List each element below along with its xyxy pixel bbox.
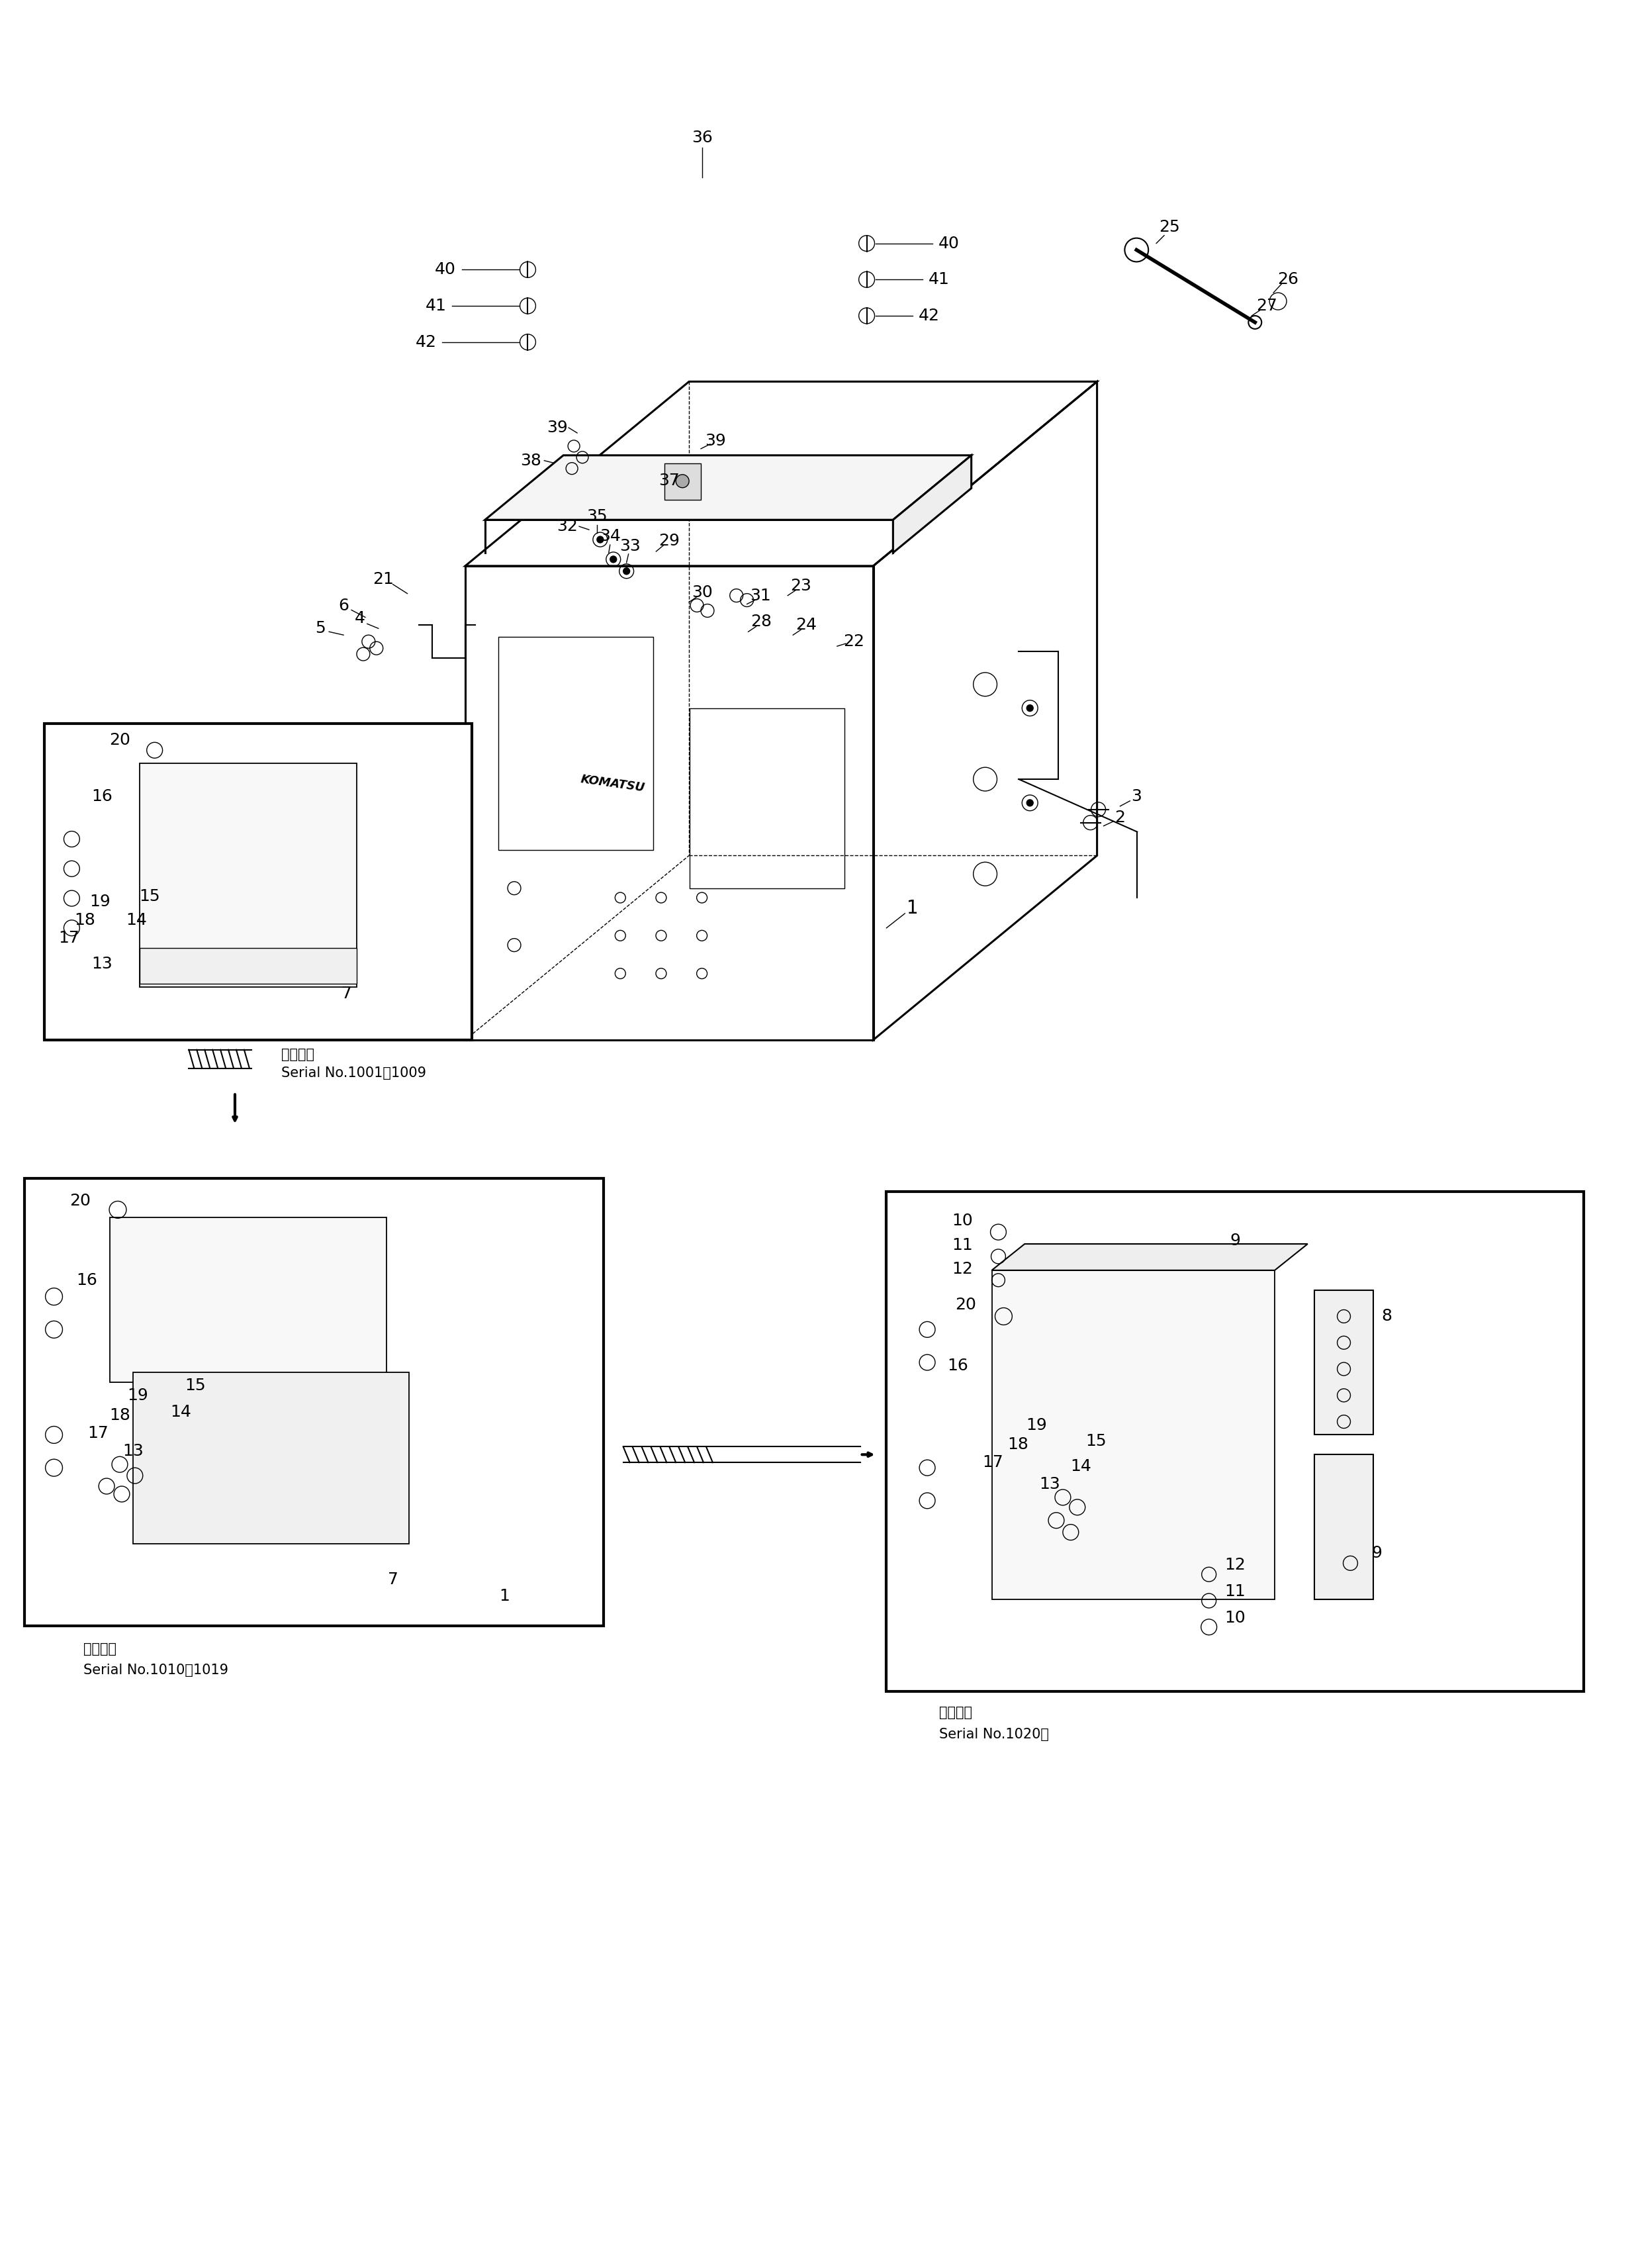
Text: 21: 21 xyxy=(372,572,393,587)
Text: 13: 13 xyxy=(123,1442,144,1458)
Text: 19: 19 xyxy=(1025,1418,1047,1433)
Text: KOMATSU: KOMATSU xyxy=(580,773,645,794)
Text: 16: 16 xyxy=(77,1272,97,1288)
Circle shape xyxy=(1027,705,1034,712)
Text: Serial No.1010～1019: Serial No.1010～1019 xyxy=(84,1665,229,1676)
Text: 13: 13 xyxy=(92,957,113,973)
Bar xyxy=(139,764,357,987)
Text: 42: 42 xyxy=(414,333,436,349)
Text: 3: 3 xyxy=(1132,789,1142,805)
Polygon shape xyxy=(991,1243,1307,1270)
Text: 16: 16 xyxy=(947,1359,968,1374)
Text: 17: 17 xyxy=(983,1454,1004,1470)
Text: 19: 19 xyxy=(90,894,110,909)
Bar xyxy=(139,948,357,984)
Polygon shape xyxy=(893,456,971,553)
Text: 18: 18 xyxy=(110,1406,131,1422)
Text: 15: 15 xyxy=(139,889,161,905)
Text: 8: 8 xyxy=(1381,1309,1392,1325)
Text: 18: 18 xyxy=(1007,1436,1029,1452)
Text: 5: 5 xyxy=(314,621,326,637)
Bar xyxy=(110,1218,387,1381)
Text: 7: 7 xyxy=(342,987,352,1002)
Circle shape xyxy=(609,556,616,562)
Text: 6: 6 xyxy=(337,596,349,612)
Text: 12: 12 xyxy=(952,1261,973,1277)
Text: 35: 35 xyxy=(586,508,608,524)
Text: 41: 41 xyxy=(426,297,446,313)
Text: 9: 9 xyxy=(1230,1234,1240,1250)
Text: 19: 19 xyxy=(128,1388,147,1404)
Text: 12: 12 xyxy=(1225,1558,1247,1574)
Bar xyxy=(1314,1454,1373,1599)
Text: 1: 1 xyxy=(500,1588,509,1603)
Circle shape xyxy=(596,535,603,542)
Text: 適用号機: 適用号機 xyxy=(282,1048,314,1061)
Text: 32: 32 xyxy=(557,519,578,535)
Text: 20: 20 xyxy=(70,1193,90,1209)
Text: 36: 36 xyxy=(691,129,713,145)
Bar xyxy=(44,723,472,1039)
Circle shape xyxy=(622,567,629,574)
Text: 27: 27 xyxy=(1256,297,1278,313)
Text: 10: 10 xyxy=(952,1213,973,1229)
Circle shape xyxy=(1027,801,1034,805)
Text: 適用号機: 適用号機 xyxy=(84,1642,116,1656)
Text: 20: 20 xyxy=(955,1297,976,1313)
Text: 7: 7 xyxy=(388,1572,398,1588)
Text: 22: 22 xyxy=(844,633,865,649)
Text: 2: 2 xyxy=(1115,810,1125,826)
Text: 15: 15 xyxy=(1086,1433,1106,1449)
Text: 適用号機: 適用号機 xyxy=(939,1706,973,1719)
Text: 17: 17 xyxy=(87,1427,108,1442)
Text: 14: 14 xyxy=(126,912,147,928)
Text: 14: 14 xyxy=(170,1404,192,1420)
Polygon shape xyxy=(485,456,971,519)
Text: Serial No.1001～1009: Serial No.1001～1009 xyxy=(282,1066,426,1080)
Text: 4: 4 xyxy=(355,610,365,626)
Text: 26: 26 xyxy=(1278,272,1299,288)
Text: 1: 1 xyxy=(907,898,919,919)
Text: 24: 24 xyxy=(796,617,817,633)
Bar xyxy=(133,1372,410,1545)
Bar xyxy=(690,708,845,889)
Text: 29: 29 xyxy=(658,533,680,549)
Bar xyxy=(665,463,701,499)
Text: 16: 16 xyxy=(92,789,113,805)
Text: 10: 10 xyxy=(1225,1610,1247,1626)
Circle shape xyxy=(676,474,690,488)
Text: 39: 39 xyxy=(704,433,726,449)
Text: 40: 40 xyxy=(939,236,960,252)
Polygon shape xyxy=(991,1270,1274,1599)
Text: 15: 15 xyxy=(185,1377,206,1393)
Text: 9: 9 xyxy=(1371,1545,1382,1560)
Text: 11: 11 xyxy=(952,1238,973,1254)
Text: 17: 17 xyxy=(59,930,80,946)
Text: 33: 33 xyxy=(619,538,640,553)
Text: 42: 42 xyxy=(919,308,940,324)
Bar xyxy=(886,1191,1584,1692)
Text: 18: 18 xyxy=(74,912,95,928)
Text: 40: 40 xyxy=(436,261,455,277)
Text: 25: 25 xyxy=(1160,220,1179,236)
Text: 34: 34 xyxy=(600,528,621,544)
Text: 28: 28 xyxy=(750,615,771,631)
Text: 30: 30 xyxy=(691,585,713,601)
Text: 23: 23 xyxy=(791,578,811,594)
Bar xyxy=(498,637,654,850)
Text: 38: 38 xyxy=(521,454,542,469)
Text: 39: 39 xyxy=(547,420,568,435)
Bar xyxy=(1314,1290,1373,1436)
Text: 11: 11 xyxy=(1225,1583,1247,1599)
Text: 13: 13 xyxy=(1038,1476,1060,1492)
Text: 14: 14 xyxy=(1070,1458,1091,1474)
Bar xyxy=(25,1177,603,1626)
Text: Serial No.1020～: Serial No.1020～ xyxy=(939,1728,1048,1742)
Text: 31: 31 xyxy=(750,587,770,603)
Text: 37: 37 xyxy=(658,472,680,488)
Text: 20: 20 xyxy=(110,733,131,748)
Text: 41: 41 xyxy=(929,272,950,288)
